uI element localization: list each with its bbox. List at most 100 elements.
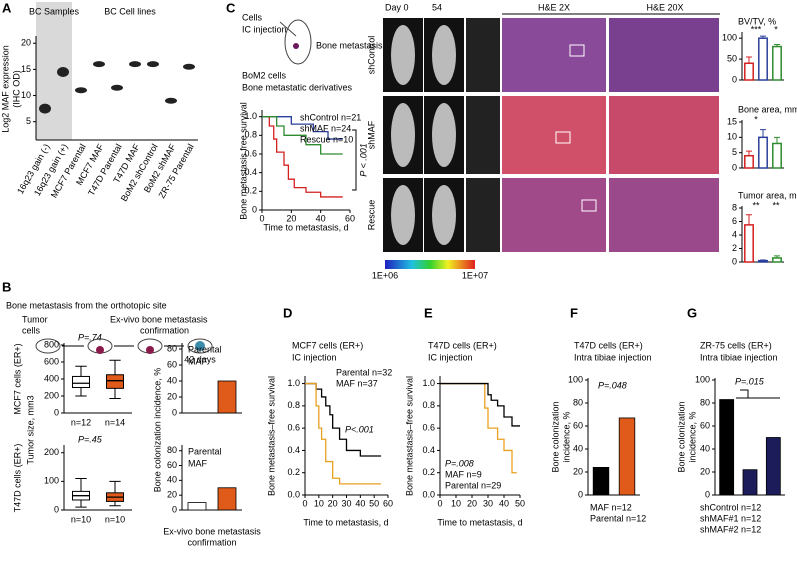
legend-label: MAF n=37 [336,378,378,388]
y-tick-label: 0 [705,489,710,499]
image [502,178,606,252]
row-label: Rescue [366,200,376,231]
y-tick-label: 0.4 [287,445,300,455]
box [106,374,124,389]
mouse-icon [187,338,213,354]
y-tick-label: 0 [252,204,257,214]
legend-label: Parental [188,344,222,354]
error-bar [774,255,780,258]
y-tick-label: 8 [732,202,737,212]
y-tick-label: 0 [732,74,737,84]
chart-subtitle: IC injection [428,352,473,362]
y-tick-label: 10 [21,90,31,100]
dot-cluster [93,61,105,68]
y-tick-label: 20 [21,38,31,48]
error-bar [774,43,780,47]
y-tick-label: 100 [722,33,737,43]
y-tick-label: 0.6 [422,423,435,433]
survival-curve [305,382,382,457]
metastasis-dot [293,43,299,49]
dot-cluster [147,61,159,68]
mouse [391,103,415,167]
y-label: MCF7 cells (ER+) [12,343,22,414]
y-tick-label: 0 [172,504,177,514]
bar [217,380,237,414]
tumor-dot [195,341,205,351]
chart-title: BV/TV, % [738,16,776,26]
annotation: P=.45 [78,434,103,444]
annotation: P=.74 [78,332,102,342]
bar [772,142,782,169]
bar [772,45,782,81]
y-tick-label: 0.6 [244,148,257,158]
chart-title: Bone area, mm2 [738,104,797,114]
annotation: ** [752,200,760,210]
error-bar [760,129,766,138]
y-tick-label: 0.2 [287,467,300,477]
chart-title: ZR-75 cells (ER+) [700,340,772,350]
y-tick-label: 600 [44,356,59,366]
row-label: shMAF [366,120,376,149]
y-tick-label: 0.2 [422,467,435,477]
x-label: Time to metastasis, d [263,222,348,232]
x-tick-label: 40 [355,498,365,508]
mouse [432,103,456,167]
schematic-label: IC injection [242,24,287,34]
chart-title: T47D cells (ER+) [574,340,643,350]
y-tick-label: 0 [732,256,737,266]
annotation: ** [772,200,780,210]
y-tick-label: 80 [167,445,177,455]
survival-curve [305,382,382,485]
error-bar [746,214,752,225]
column-label: H&E 20X [646,2,683,12]
bar [744,224,754,263]
y-tick-label: 1.0 [287,378,300,388]
zoom-box [569,44,585,57]
mouse-schematic [35,338,213,354]
x-label: Time to metastasis, d [303,517,388,527]
y-label: incidence, % [687,411,697,462]
x-tick-label: 10 [451,498,461,508]
y-label: Bone colonization [550,401,560,472]
row-label: shControl [366,36,376,75]
y-tick-label: 40 [167,475,177,485]
panel-label: A [2,0,12,15]
mouse [432,185,456,245]
dot-cluster [75,87,87,94]
y-tick-label: 0.8 [244,130,257,140]
dot-cluster [111,84,123,91]
y-tick-label: 4 [732,229,737,239]
x-tick-label: 20 [286,213,296,223]
schematic-label: Bone metastatic derivatives [242,82,353,92]
panel-label: C [226,0,236,15]
bar [742,469,758,496]
bar [618,417,636,496]
legend-label: shControl n=21 [300,112,361,122]
x-tick-label: 20 [328,498,338,508]
category-label: n=14 [105,417,125,427]
y-tick-label: 60 [573,420,583,430]
mouse [391,25,415,85]
schematic-label: Cells [242,12,263,22]
y-tick-label: 0 [732,162,737,172]
colorbar-label: 1E+07 [462,270,488,280]
category-label: n=10 [71,514,91,524]
y-label: Bone metastasis–free survival [404,376,414,496]
y-label: Bone metastasis–free survival [266,376,276,496]
chart-subtitle: Intra tibiae injection [700,352,778,362]
y-tick-label: 15 [727,116,737,126]
bar [758,136,768,169]
y-tick-label: 6 [732,216,737,226]
bar [217,487,237,511]
image [502,18,606,92]
error-bar [760,259,766,261]
category-label: n=12 [71,417,91,427]
y-tick-label: 0.2 [244,186,257,196]
legend-label: Parental n=32 [336,367,392,377]
bar [719,399,735,496]
x-tick-label: 0 [302,498,307,508]
y-tick-label: 0.0 [287,489,300,499]
axis-label: Bone colonization incidence, % [152,368,162,493]
survival-curve [440,382,517,474]
